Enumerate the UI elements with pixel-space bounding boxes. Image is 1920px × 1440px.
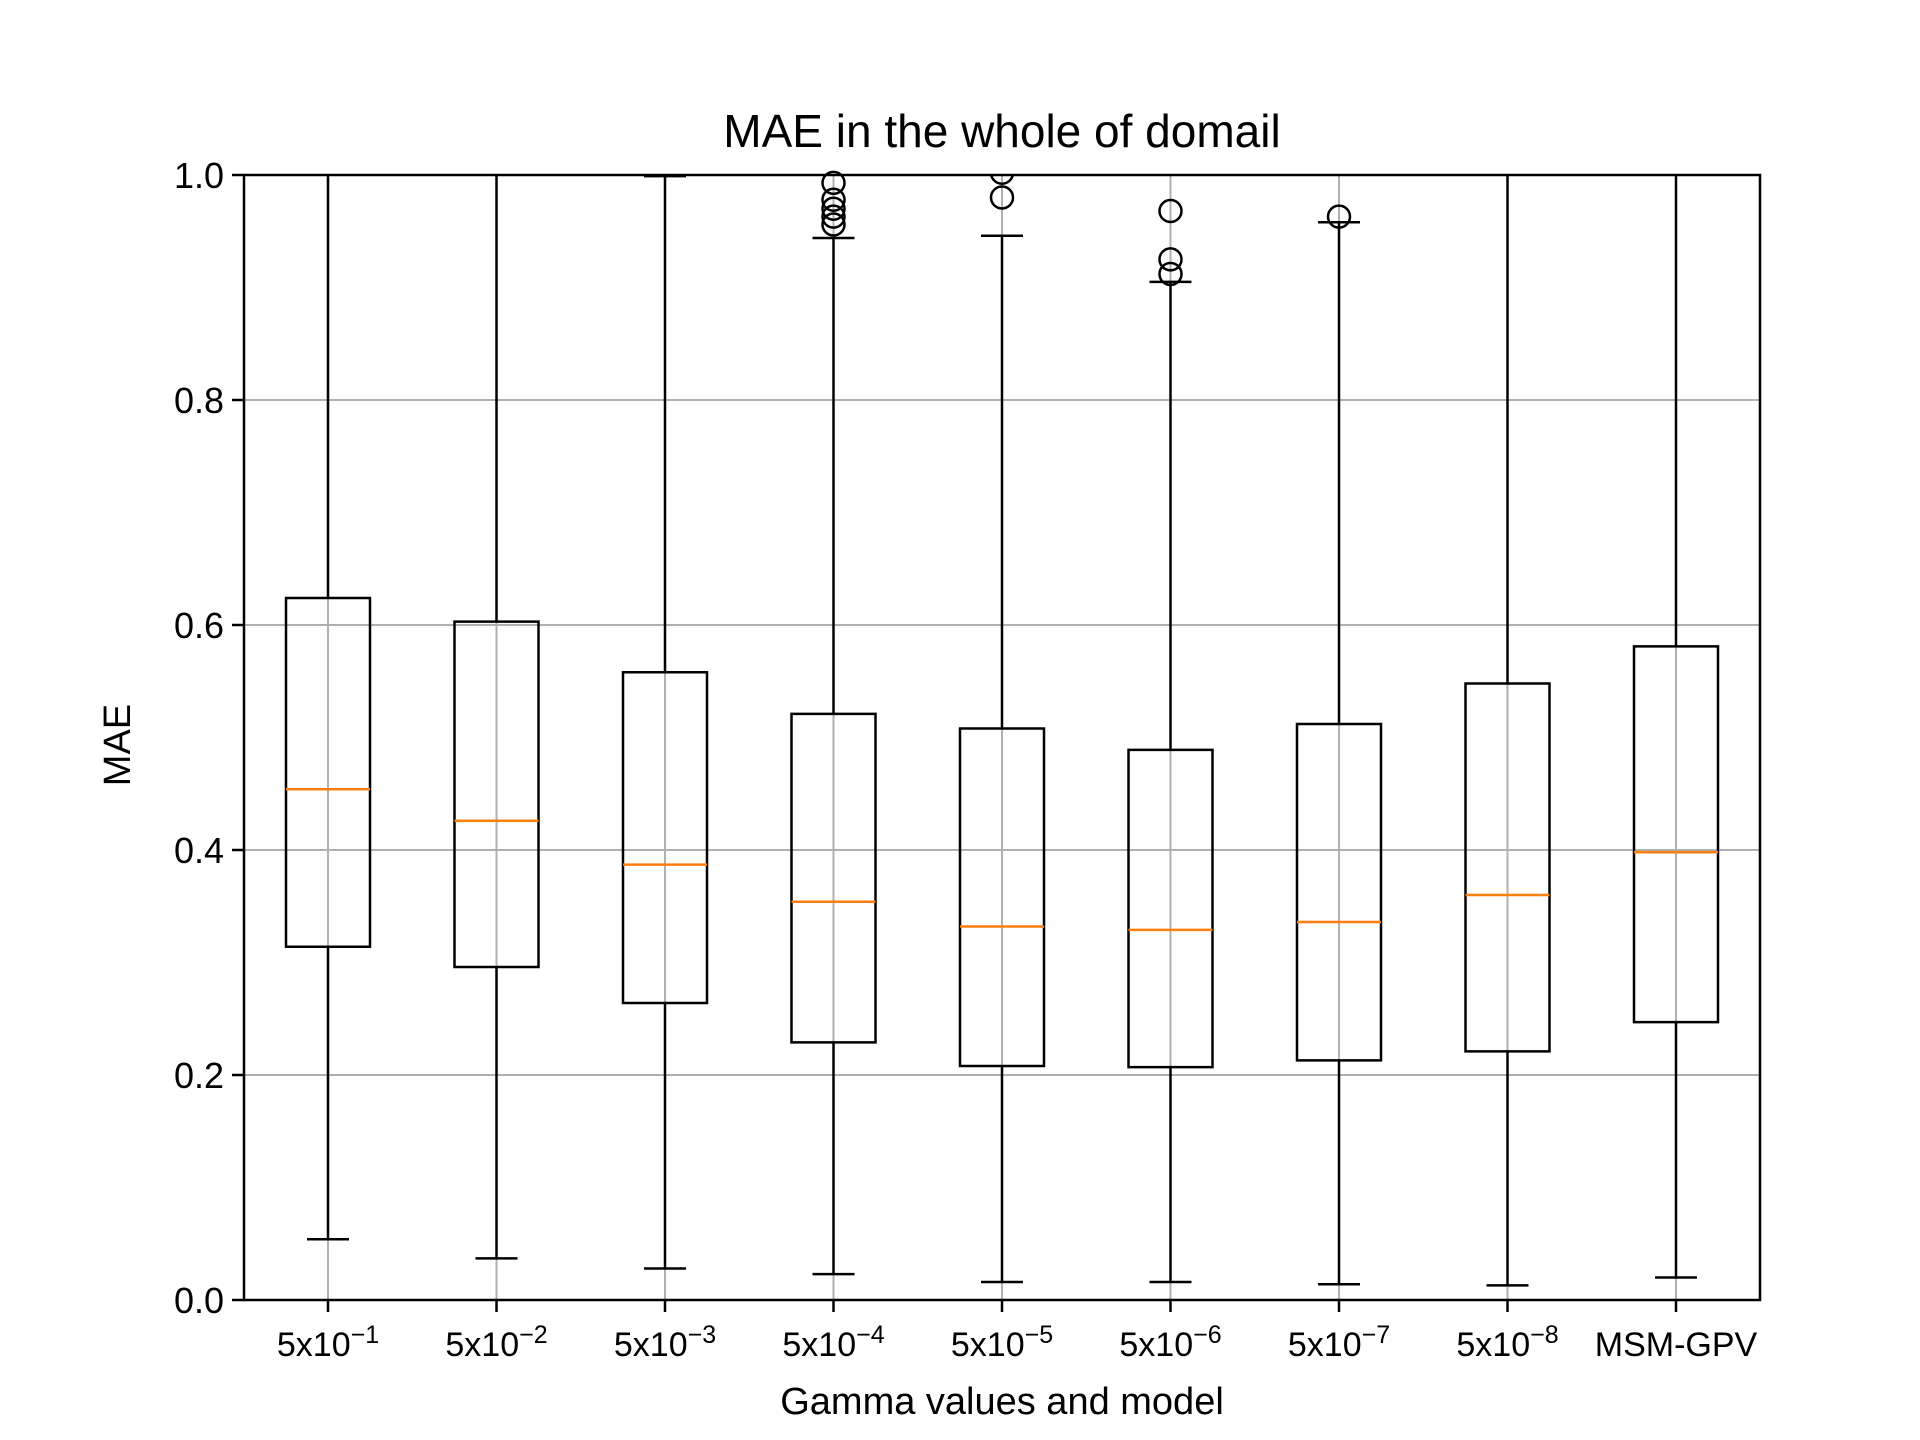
y-tick-label: 0.8 (174, 380, 224, 421)
chart-title: MAE in the whole of domail (723, 105, 1280, 157)
y-tick-label: 0.2 (174, 1055, 224, 1096)
y-tick-label: 1.0 (174, 155, 224, 196)
outlier-point (821, 204, 846, 229)
outlier-point (1158, 261, 1183, 287)
outlier-point (821, 212, 846, 237)
x-tick-label: 5x10−7 (1288, 1321, 1390, 1364)
outlier-point (821, 170, 846, 196)
outlier-point (989, 175, 1015, 185)
x-axis-label: Gamma values and model (780, 1381, 1224, 1423)
box-group (284, 175, 372, 1241)
iqr-box (1295, 722, 1383, 1062)
x-axis-ticks: 5x10−1 5x10−2 5x10−3 5x10−4 5x10−5 5x10−6 5x10… (277, 1300, 1758, 1364)
box-group (1127, 198, 1214, 1284)
x-tick-label: 5x10−6 (1119, 1321, 1221, 1364)
x-tick-label: 5x10−1 (277, 1321, 379, 1364)
y-axis-label: MAE (97, 704, 139, 786)
iqr-box (284, 596, 372, 948)
y-tick-label: 0.0 (174, 1280, 224, 1321)
x-tick-label: 5x10−3 (614, 1321, 716, 1364)
box-group (1632, 175, 1720, 1279)
box-group (958, 175, 1046, 1284)
iqr-box (621, 671, 709, 1005)
x-tick-label: 5x10−5 (951, 1321, 1053, 1364)
iqr-box (958, 727, 1046, 1068)
outlier-point (1158, 198, 1183, 224)
x-tick-label: MSM-GPV (1595, 1326, 1758, 1364)
iqr-box (453, 620, 540, 969)
x-tick-label: 5x10−4 (782, 1321, 884, 1364)
x-tick-label: 5x10−8 (1456, 1321, 1558, 1364)
box-group (1464, 175, 1551, 1287)
x-tick-label: 5x10−2 (445, 1321, 547, 1364)
outlier-point (989, 185, 1015, 210)
outlier-point (1326, 204, 1352, 229)
iqr-box (1632, 645, 1720, 1024)
box-group (790, 170, 877, 1276)
iqr-box (1127, 748, 1214, 1069)
iqr-box (790, 712, 877, 1044)
iqr-box (1464, 682, 1551, 1053)
outlier-point (821, 196, 846, 221)
box-group (453, 175, 540, 1260)
box-group (1295, 204, 1383, 1286)
boxes-layer (284, 170, 1720, 1287)
outlier-point (1158, 247, 1183, 272)
y-axis-ticks: 0.0 0.2 0.4 0.6 0.8 1.0 (174, 155, 244, 1321)
outlier-point (821, 187, 846, 212)
y-tick-label: 0.6 (174, 605, 224, 646)
y-tick-label: 0.4 (174, 830, 224, 871)
